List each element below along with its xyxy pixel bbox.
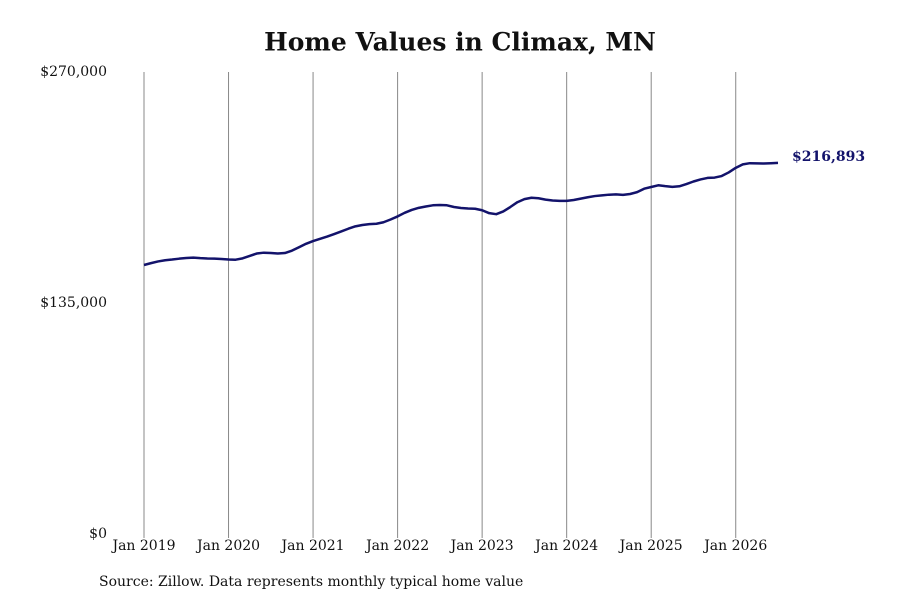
x-tick-label: Jan 2023 <box>449 538 514 554</box>
y-tick-label: $270,000 <box>40 64 107 80</box>
x-tick-label: Jan 2026 <box>702 538 767 554</box>
y-tick-label: $135,000 <box>40 295 107 311</box>
chart-title: Home Values in Climax, MN <box>264 28 656 57</box>
x-tick-label: Jan 2020 <box>195 538 260 554</box>
x-tick-label: Jan 2025 <box>618 538 683 554</box>
y-tick-label: $0 <box>89 526 107 542</box>
line-series <box>143 161 779 267</box>
x-tick-label: Jan 2019 <box>110 538 175 554</box>
end-value-label: $216,893 <box>792 149 865 165</box>
source-note: Source: Zillow. Data represents monthly … <box>99 574 523 590</box>
x-tick-label: Jan 2021 <box>280 538 345 554</box>
x-tick-label: Jan 2024 <box>533 538 598 554</box>
x-tick-label: Jan 2022 <box>364 538 429 554</box>
